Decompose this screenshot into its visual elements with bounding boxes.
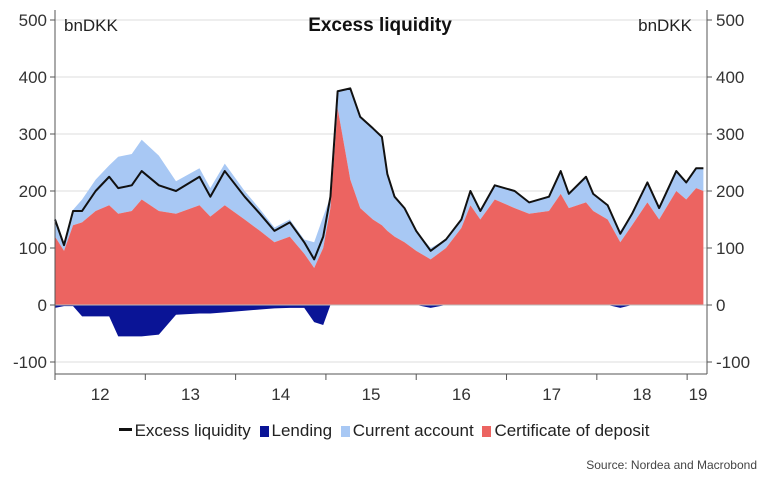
y-tick-label-right: 0	[716, 296, 725, 315]
y-tick-label-right: -100	[716, 353, 750, 372]
x-tick-label: 14	[271, 385, 290, 404]
y-tick-label-right: 500	[716, 11, 744, 30]
y-tick-labels: 500 500 400 400 300 300 200 200 100 100 0 0 -100 -100	[13, 11, 750, 372]
x-tick-labels: 12 13 14 15 16 17 18 19	[54, 374, 708, 404]
y-tick-label-left: -100	[13, 353, 47, 372]
lending-area	[55, 305, 704, 337]
y-tick-label-right: 200	[716, 182, 744, 201]
legend-item-excess-liquidity: Excess liquidity	[118, 421, 251, 440]
legend-item-lending: Lending	[259, 421, 333, 440]
y-tick-label-left: 100	[19, 239, 47, 258]
y-tick-label-right: 400	[716, 68, 744, 87]
y-tick-label-left: 200	[19, 182, 47, 201]
legend-item-current-account: Current account	[340, 421, 474, 440]
x-tick-label: 12	[91, 385, 110, 404]
x-tick-label: 13	[181, 385, 200, 404]
current-account-area	[55, 88, 704, 268]
excess-liquidity-line	[54, 87, 704, 261]
x-tick-label: 18	[633, 385, 652, 404]
x-tick-label: 17	[542, 385, 561, 404]
legend-swatch	[482, 426, 492, 437]
certificate-of-deposit-area	[55, 108, 704, 305]
legend-label: Excess liquidity	[134, 421, 251, 440]
y-tick-label-right: 300	[716, 125, 744, 144]
legend-item-certificate-of-deposit: Certificate of deposit	[482, 421, 649, 440]
legend-label: Certificate of deposit	[494, 421, 650, 440]
chart-title: Excess liquidity	[308, 15, 452, 36]
right-unit-label: bnDKK	[638, 16, 693, 35]
x-tick-label: 16	[452, 385, 471, 404]
y-tick-label-left: 300	[19, 125, 47, 144]
y-tick-label-left: 500	[19, 11, 47, 30]
x-tick-label: 19	[689, 385, 708, 404]
legend-swatch	[259, 426, 269, 437]
legend-label: Lending	[271, 421, 333, 440]
x-tick-label: 15	[362, 385, 381, 404]
legend-swatch	[340, 426, 350, 437]
left-unit-label: bnDKK	[64, 16, 119, 35]
y-tick-label-left: 0	[38, 296, 47, 315]
y-tick-label-left: 400	[19, 68, 47, 87]
axes	[54, 10, 708, 375]
chart-areas	[54, 87, 707, 337]
source-note: Source: Nordea and Macrobond	[586, 458, 757, 472]
legend-label: Current account	[352, 421, 474, 440]
legend-swatch-line	[118, 428, 132, 431]
y-tick-label-right: 100	[716, 239, 744, 258]
legend: Excess liquidity Lending Current account…	[0, 421, 768, 441]
